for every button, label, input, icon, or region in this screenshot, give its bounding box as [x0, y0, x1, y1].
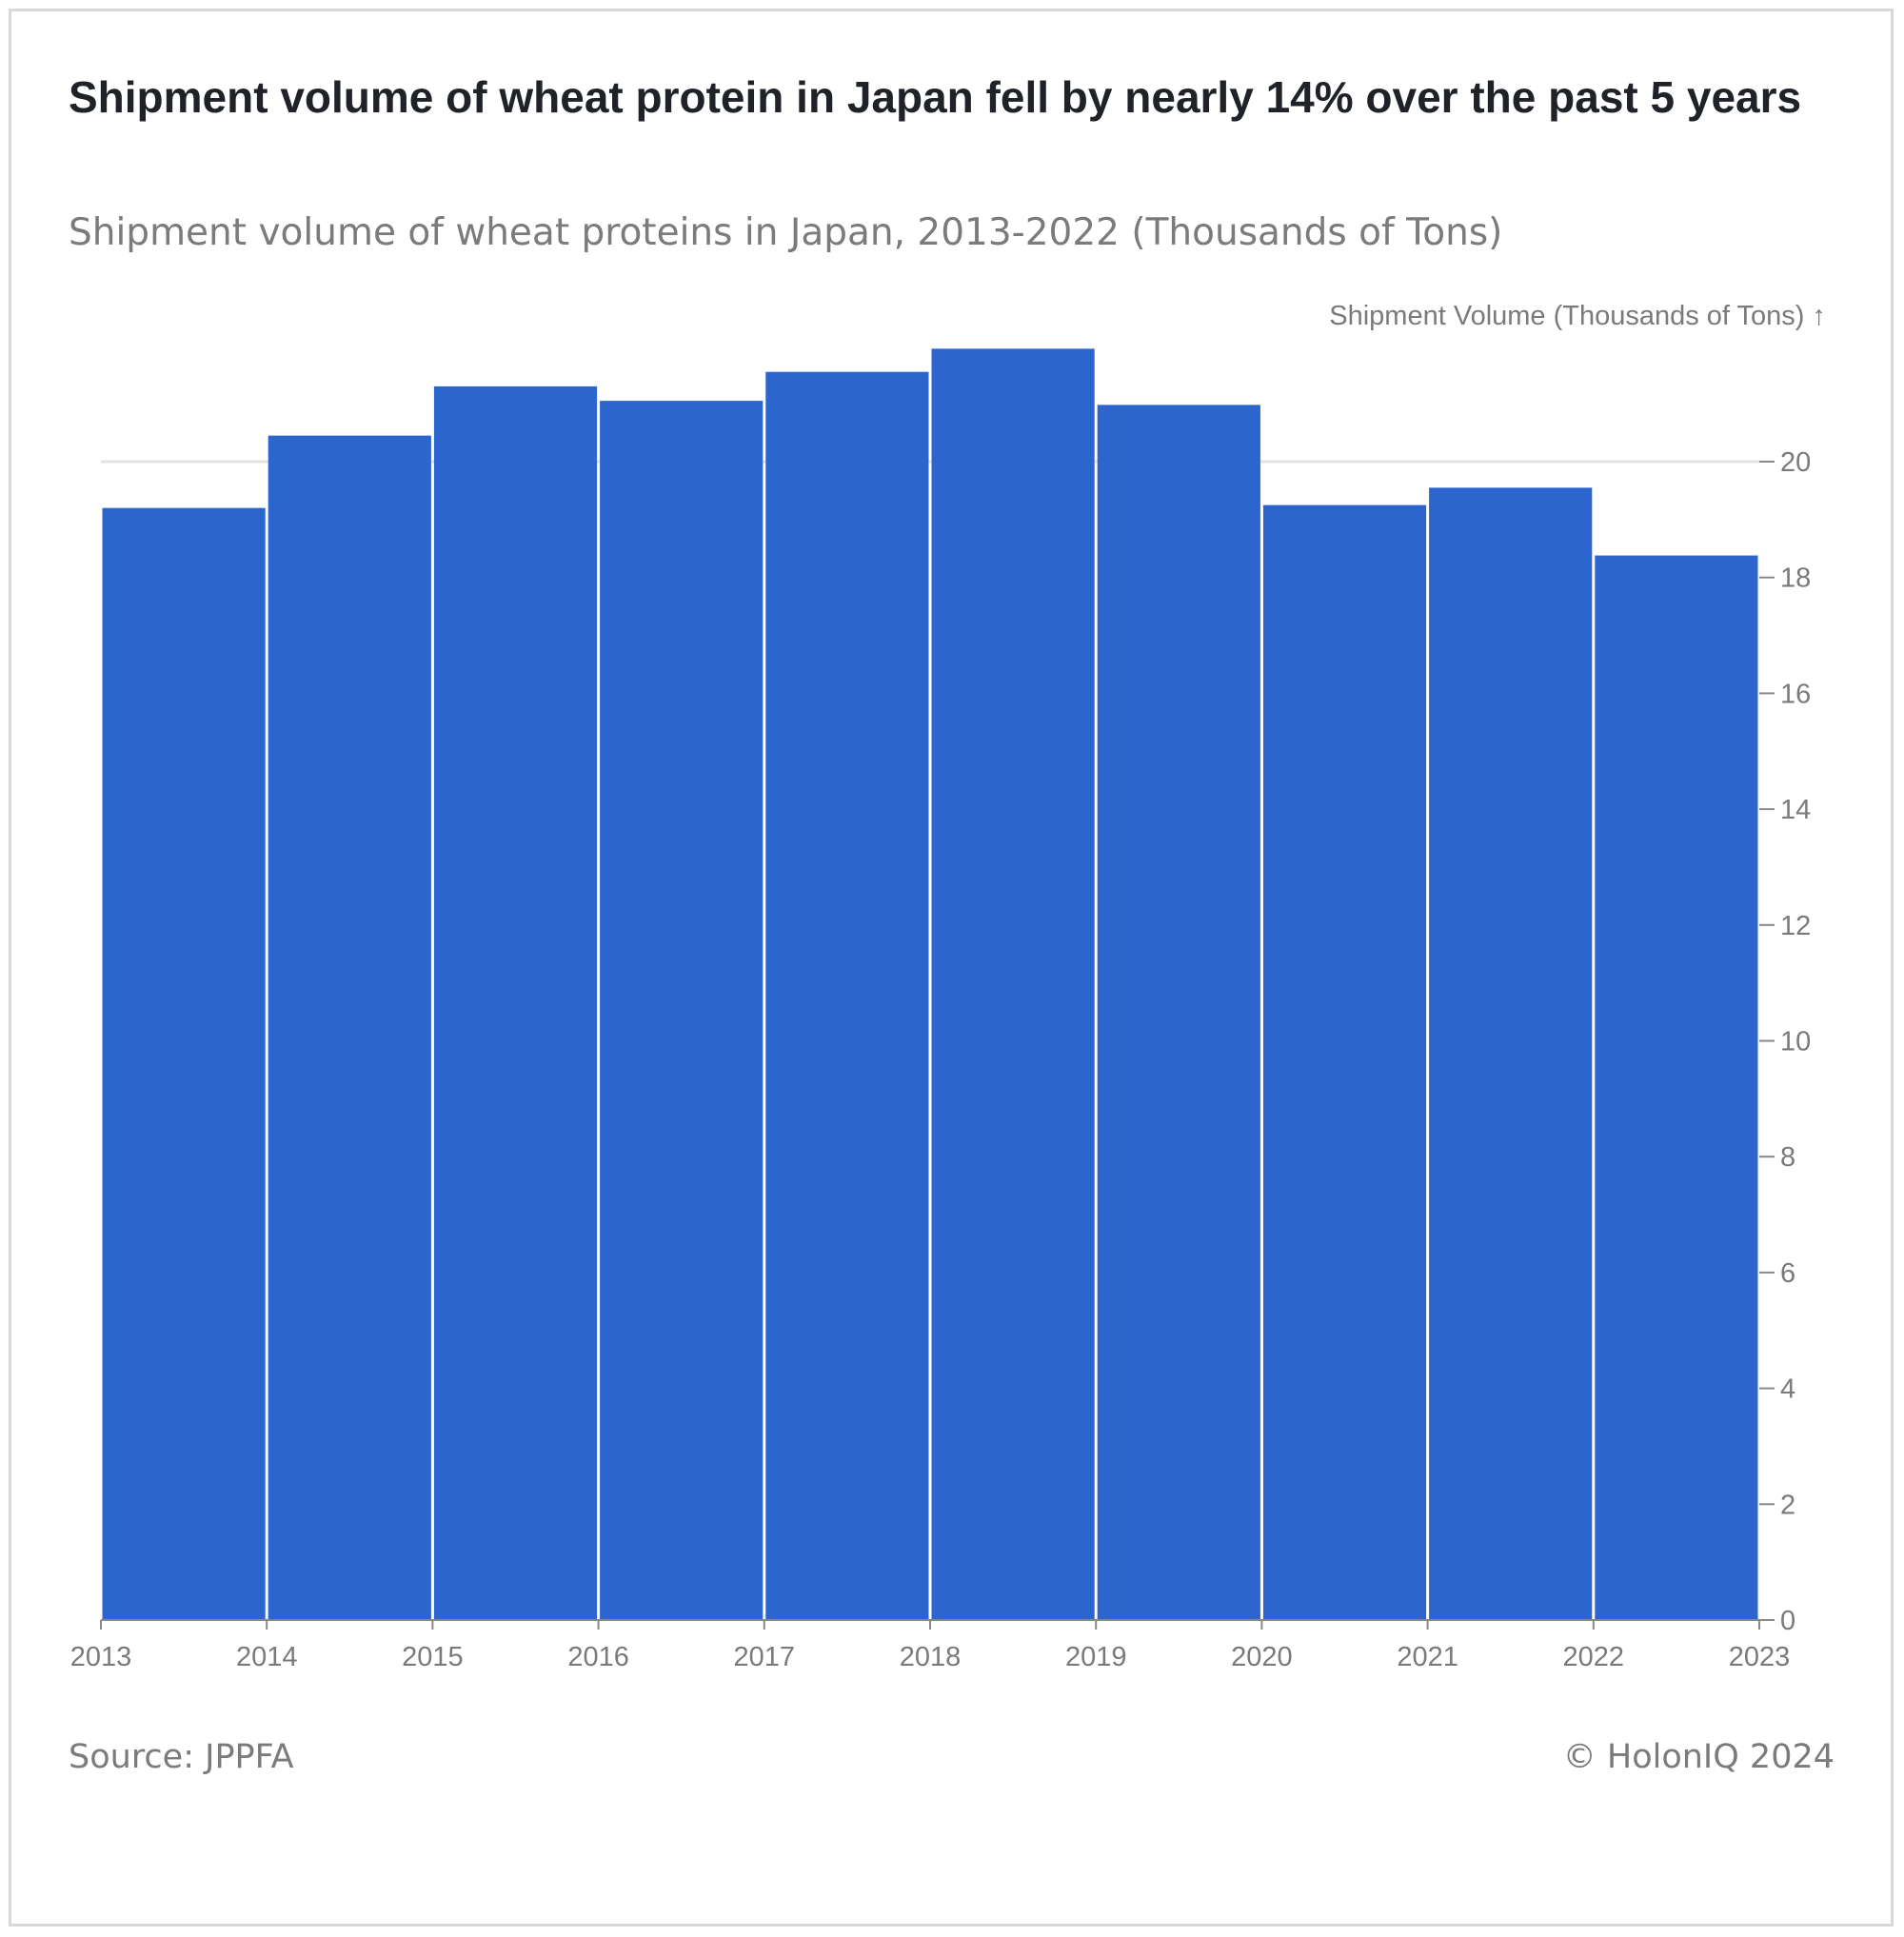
bar-2020 [1262, 504, 1427, 1621]
y-tick-label-6: 6 [1780, 1258, 1795, 1289]
x-tick-label-2021: 2021 [1397, 1642, 1458, 1672]
copyright-note: © HolonIQ 2024 [1562, 1738, 1835, 1776]
x-tick-label-2015: 2015 [402, 1642, 464, 1672]
x-tick-label-2016: 2016 [567, 1642, 629, 1672]
y-tick-label-16: 16 [1780, 679, 1811, 709]
y-tick-label-8: 8 [1780, 1142, 1795, 1173]
histogram-chart: 2013 2014 2015 2016 2017 2018 2019 2020 2021 2022… [70, 301, 1826, 1672]
axis-layer: 2013 2014 2015 2016 2017 2018 2019 2020 2021 2022… [70, 447, 1812, 1672]
bar-2013 [102, 507, 266, 1621]
chart-subtitle: Shipment volume of wheat proteins in Jap… [69, 211, 1503, 254]
y-tick-label-12: 12 [1780, 911, 1811, 941]
bar-2015 [433, 385, 598, 1620]
y-tick-label-14: 14 [1780, 795, 1811, 825]
bar-2019 [1097, 405, 1260, 1621]
y-tick-label-20: 20 [1780, 447, 1811, 478]
bar-2016 [600, 401, 764, 1620]
y-axis-title: Shipment Volume (Thousands of Tons) ↑ [1329, 301, 1826, 331]
y-tick-label-10: 10 [1780, 1027, 1811, 1057]
bar-layer [102, 348, 1758, 1621]
y-tick-label-2: 2 [1780, 1490, 1795, 1520]
x-tick-label-2013: 2013 [70, 1642, 132, 1672]
y-tick-label-18: 18 [1780, 563, 1811, 594]
bar-2022 [1595, 555, 1758, 1620]
x-tick-label-2022: 2022 [1563, 1642, 1625, 1672]
chart-title: Shipment volume of wheat protein in Japa… [69, 72, 1802, 122]
y-tick-label-0: 0 [1780, 1606, 1795, 1636]
x-tick-label-2017: 2017 [734, 1642, 796, 1672]
x-tick-label-2019: 2019 [1065, 1642, 1127, 1672]
bar-2018 [931, 348, 1095, 1620]
source-note: Source: JPPFA [69, 1738, 294, 1776]
x-tick-label-2014: 2014 [236, 1642, 298, 1672]
bar-2021 [1429, 487, 1593, 1620]
x-tick-label-2020: 2020 [1231, 1642, 1293, 1672]
x-tick-label-2018: 2018 [900, 1642, 962, 1672]
bar-2014 [268, 435, 431, 1621]
x-tick-label-2023: 2023 [1729, 1642, 1791, 1672]
y-tick-label-4: 4 [1780, 1374, 1795, 1405]
bar-2017 [765, 371, 929, 1620]
